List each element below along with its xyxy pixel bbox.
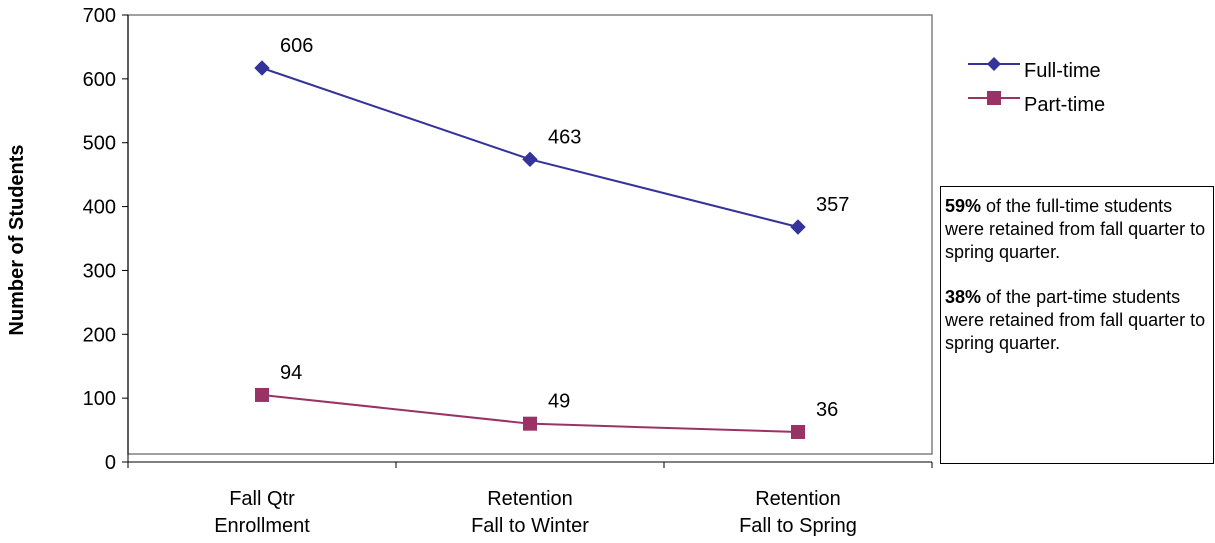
plot-area-border <box>127 14 933 455</box>
legend-item-full-time: Full-time <box>968 57 1101 82</box>
y-tick-label: 0 <box>105 452 116 474</box>
y-tick-label: 700 <box>83 5 116 27</box>
part-time-point <box>791 424 805 439</box>
note-part-time-text: of the part-time students were retained … <box>945 287 1206 353</box>
x-axis-ticks: Fall Qtr Enrollment Retention Fall to Winte… <box>127 462 933 537</box>
full-time-point <box>790 219 806 235</box>
full-time-data-label: 606 <box>280 35 313 57</box>
part-time-data-label: 94 <box>280 362 302 384</box>
x-tick-label: Retention Fall to Spring <box>739 488 857 537</box>
note-full-time-percent: 59% <box>945 196 982 216</box>
full-time-point <box>254 60 270 76</box>
x-tick-label-line: Fall to Spring <box>739 515 857 537</box>
y-axis-ticks: 0 100 200 300 400 500 600 700 <box>83 5 128 474</box>
y-tick-label: 200 <box>83 324 116 346</box>
y-tick-label: 100 <box>83 388 116 410</box>
x-tick-label: Retention Fall to Winter <box>471 488 589 537</box>
legend: Full-time Part-time <box>968 57 1105 116</box>
x-tick-label-line: Enrollment <box>214 515 310 537</box>
note-full-time-text: of the full-time students were retained … <box>945 196 1206 262</box>
full-time-line <box>261 67 799 228</box>
part-time-point <box>255 387 269 402</box>
full-time-point <box>522 151 538 168</box>
y-tick-label: 600 <box>83 69 116 91</box>
y-tick-label: 300 <box>83 260 116 282</box>
legend-marker <box>987 57 1001 71</box>
legend-label: Full-time <box>1024 60 1101 82</box>
part-time-data-label: 49 <box>548 391 570 413</box>
legend-marker <box>987 91 1001 105</box>
x-tick-label: Fall Qtr Enrollment <box>214 488 310 537</box>
y-tick-label: 400 <box>83 197 116 219</box>
x-tick-label-line: Fall to Winter <box>471 515 589 537</box>
y-axis-title: Number of Students <box>6 144 28 335</box>
x-tick-label-line: Fall Qtr <box>229 488 295 510</box>
note-part-time-percent: 38% <box>945 287 982 307</box>
part-time-point <box>523 416 537 431</box>
full-time-data-label: 463 <box>548 126 581 148</box>
part-time-data-label: 36 <box>816 399 838 421</box>
legend-item-part-time: Part-time <box>968 91 1105 116</box>
series-layer: 606 463 357 94 49 36 <box>254 35 849 439</box>
legend-label: Part-time <box>1024 94 1105 116</box>
full-time-data-label: 357 <box>816 194 849 216</box>
y-tick-label: 500 <box>83 133 116 155</box>
x-tick-label-line: Retention <box>487 488 573 510</box>
retention-note-box: 59% of the full-time students were retai… <box>940 186 1214 464</box>
note-part-time: 38% of the part-time students were retai… <box>945 286 1207 355</box>
note-full-time: 59% of the full-time students were retai… <box>945 195 1207 264</box>
x-tick-label-line: Retention <box>755 488 841 510</box>
